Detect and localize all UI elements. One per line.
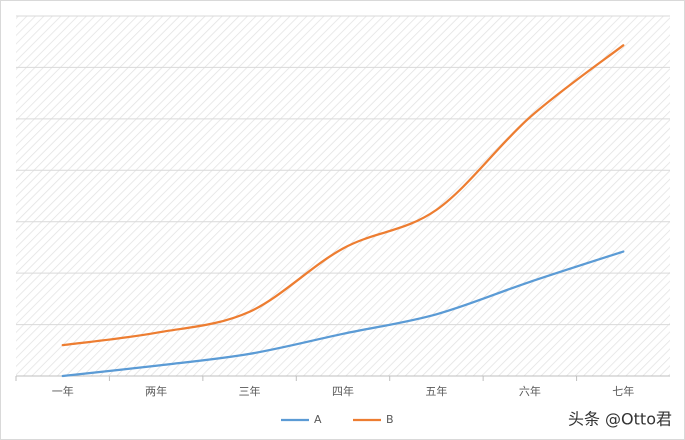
watermark: 头条 @Otto君 [568,410,672,429]
legend-label: A [314,413,322,426]
x-tick-label: 六年 [519,384,541,398]
line-series [61,44,625,347]
x-tick-label: 五年 [425,384,447,398]
x-tick-label: 三年 [239,384,261,398]
x-tick-label: 七年 [612,384,634,398]
line-series [61,250,625,378]
x-tick-label: 四年 [332,384,354,398]
x-tick-label: 一年 [52,384,74,398]
plot-background [16,16,670,376]
legend-label: B [386,413,394,426]
x-tick-label: 两年 [145,384,167,398]
